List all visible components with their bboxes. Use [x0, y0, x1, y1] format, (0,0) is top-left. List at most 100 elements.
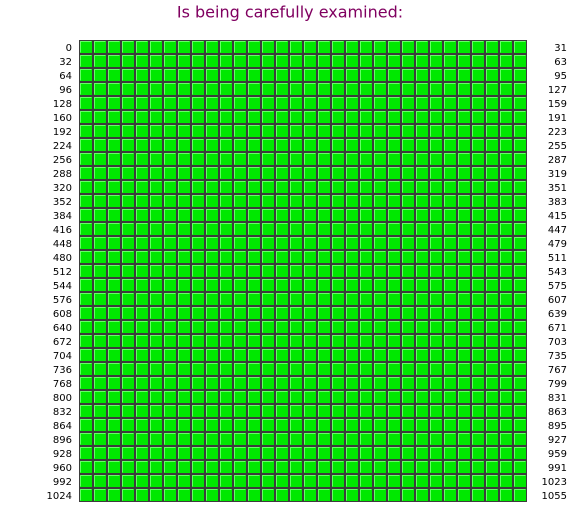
- block-cell-highlight: [206, 279, 218, 291]
- block-cell: [192, 125, 204, 137]
- block-cell-highlight: [206, 181, 218, 193]
- block-cell: [500, 489, 512, 501]
- block-cell-highlight: [220, 195, 232, 207]
- block-cell: [234, 69, 246, 81]
- block-cell: [332, 391, 344, 403]
- block-cell: [486, 181, 498, 193]
- block-cell-highlight: [472, 237, 484, 249]
- block-cell-highlight: [290, 55, 302, 67]
- block-cell: [136, 377, 148, 389]
- block-cell: [514, 307, 526, 319]
- block-cell-highlight: [304, 97, 316, 109]
- block-cell: [486, 475, 498, 487]
- block-cell-highlight: [108, 111, 120, 123]
- block-cell-highlight: [444, 265, 456, 277]
- block-cell: [318, 391, 330, 403]
- block-cell-highlight: [290, 139, 302, 151]
- block-cell: [416, 139, 428, 151]
- block-cell-highlight: [304, 377, 316, 389]
- block-cell-highlight: [150, 349, 162, 361]
- block-cell-highlight: [318, 195, 330, 207]
- block-cell: [220, 377, 232, 389]
- block-cell-highlight: [150, 279, 162, 291]
- block-cell: [360, 419, 372, 431]
- row-start-label: 32: [59, 57, 72, 68]
- block-cell-highlight: [262, 237, 274, 249]
- block-cell: [164, 363, 176, 375]
- block-cell-highlight: [500, 321, 512, 333]
- block-cell-highlight: [136, 69, 148, 81]
- block-cell: [402, 153, 414, 165]
- block-cell: [206, 55, 218, 67]
- block-cell-highlight: [458, 223, 470, 235]
- block-cell-highlight: [374, 167, 386, 179]
- block-cell: [346, 433, 358, 445]
- block-cell-highlight: [94, 237, 106, 249]
- block-cell-highlight: [108, 447, 120, 459]
- block-cell: [122, 391, 134, 403]
- block-cell-highlight: [248, 377, 260, 389]
- block-cell: [332, 461, 344, 473]
- block-cell-highlight: [164, 167, 176, 179]
- block-cell: [178, 293, 190, 305]
- block-cell: [486, 55, 498, 67]
- block-cell-highlight: [388, 447, 400, 459]
- block-cell: [514, 335, 526, 347]
- block-cell: [150, 223, 162, 235]
- block-cell-highlight: [164, 41, 176, 53]
- block-cell-highlight: [332, 181, 344, 193]
- block-cell-highlight: [444, 153, 456, 165]
- block-cell: [206, 377, 218, 389]
- block-cell: [122, 251, 134, 263]
- block-cell: [430, 447, 442, 459]
- block-cell: [500, 475, 512, 487]
- block-cell: [122, 167, 134, 179]
- block-cell-highlight: [486, 447, 498, 459]
- row-start-label: 928: [53, 449, 72, 460]
- block-cell: [444, 237, 456, 249]
- block-cell: [276, 223, 288, 235]
- block-cell: [472, 405, 484, 417]
- block-cell-highlight: [402, 223, 414, 235]
- block-cell-highlight: [108, 349, 120, 361]
- row-start-label: 608: [53, 309, 72, 320]
- block-cell-highlight: [108, 307, 120, 319]
- row-end-label: 863: [548, 407, 567, 418]
- block-cell-highlight: [206, 461, 218, 473]
- block-cell: [192, 251, 204, 263]
- block-cell-highlight: [192, 293, 204, 305]
- block-cell: [220, 293, 232, 305]
- block-cell-highlight: [514, 279, 526, 291]
- block-cell-highlight: [94, 55, 106, 67]
- block-cell: [220, 489, 232, 501]
- block-cell: [318, 223, 330, 235]
- block-cell: [94, 181, 106, 193]
- block-cell: [402, 363, 414, 375]
- block-cell-highlight: [164, 447, 176, 459]
- block-cell: [444, 223, 456, 235]
- block-cell: [276, 97, 288, 109]
- block-cell: [360, 335, 372, 347]
- block-cell: [220, 153, 232, 165]
- block-cell: [164, 251, 176, 263]
- block-cell: [220, 167, 232, 179]
- block-cell-highlight: [304, 419, 316, 431]
- block-cell-highlight: [304, 321, 316, 333]
- block-cell: [360, 293, 372, 305]
- block-cell-highlight: [514, 167, 526, 179]
- block-cell-highlight: [332, 55, 344, 67]
- block-cell-highlight: [304, 349, 316, 361]
- block-cell: [416, 209, 428, 221]
- block-cell: [444, 377, 456, 389]
- block-cell-highlight: [164, 223, 176, 235]
- block-cell: [192, 153, 204, 165]
- row-end-label: 127: [548, 85, 567, 96]
- block-cell-highlight: [346, 111, 358, 123]
- block-cell-highlight: [262, 475, 274, 487]
- block-cell-highlight: [164, 489, 176, 501]
- block-cell-highlight: [192, 237, 204, 249]
- block-cell-highlight: [192, 405, 204, 417]
- block-cell: [332, 167, 344, 179]
- block-cell-highlight: [346, 265, 358, 277]
- block-cell: [304, 391, 316, 403]
